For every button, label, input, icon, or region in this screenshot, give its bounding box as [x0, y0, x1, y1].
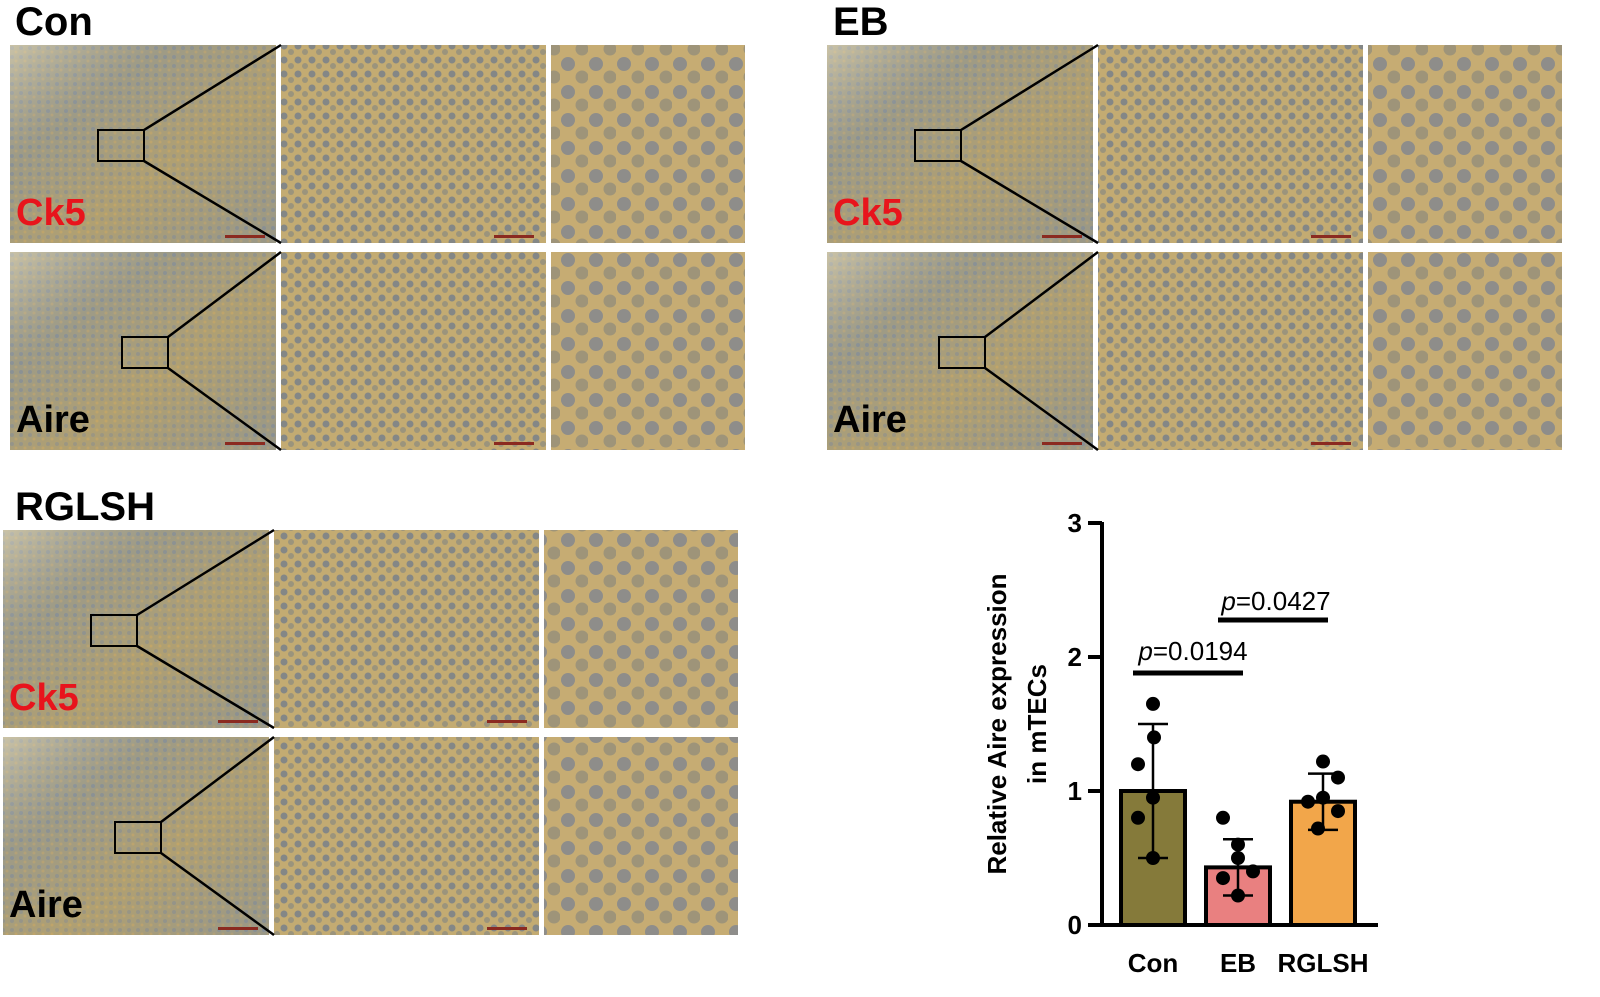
zoom-image — [281, 252, 546, 450]
scale-bar — [1311, 442, 1351, 445]
data-point — [1146, 851, 1160, 865]
detail-image — [544, 530, 738, 728]
zoom-line — [960, 159, 1099, 245]
y-tick-label: 3 — [1068, 508, 1082, 538]
bar-chart: 0 1 2 3 Relative Aire expression in mTECs Con E… — [982, 508, 1378, 978]
data-point — [1216, 871, 1230, 886]
zoom-image — [274, 737, 539, 935]
stain-label: Aire — [833, 399, 907, 441]
data-point — [1216, 810, 1230, 825]
zoom-line — [143, 159, 282, 245]
zoom-line — [984, 366, 1099, 452]
zoom-image — [281, 45, 546, 243]
scale-bar — [494, 442, 534, 445]
data-point — [1231, 851, 1245, 865]
detail-image — [551, 45, 745, 243]
scale-bar — [487, 720, 527, 723]
zoom-image — [1098, 252, 1363, 450]
panel-title: EB — [833, 0, 889, 44]
data-point — [1131, 810, 1145, 825]
zoom-line — [167, 251, 282, 338]
scale-bar — [218, 927, 258, 930]
scale-bar — [1042, 442, 1082, 445]
micrograph-panels: Con Ck5 Aire EB Ck5 Aire RGLSH Ck5 Aire — [3, 0, 1562, 937]
data-point — [1246, 864, 1260, 879]
zoom-box — [90, 614, 138, 647]
zoom-line — [160, 736, 275, 823]
data-point — [1301, 794, 1315, 809]
detail-image — [551, 252, 745, 450]
y-axis-label: Relative Aire expression — [982, 573, 1012, 874]
p-value: p=0.0427 — [1220, 586, 1330, 616]
data-point — [1331, 770, 1345, 785]
zoom-box — [97, 129, 145, 162]
y-tick-label: 1 — [1068, 776, 1082, 806]
zoom-box — [114, 821, 162, 854]
stain-label: Aire — [9, 884, 83, 926]
scale-bar — [1311, 235, 1351, 238]
data-point — [1147, 730, 1161, 745]
scale-bar — [225, 442, 265, 445]
zoom-line — [960, 43, 1099, 132]
scale-bar — [494, 235, 534, 238]
scale-bar — [225, 235, 265, 238]
zoom-line — [136, 528, 275, 617]
panel-title: Con — [15, 0, 93, 44]
data-point — [1316, 754, 1330, 769]
data-point — [1131, 757, 1145, 772]
zoom-image — [1098, 45, 1363, 243]
zoom-line — [160, 851, 275, 937]
detail-image — [1368, 252, 1562, 450]
data-point — [1146, 696, 1160, 711]
x-tick-label: Con — [1128, 948, 1179, 978]
scale-bar — [487, 927, 527, 930]
zoom-line — [167, 366, 282, 452]
detail-image — [544, 737, 738, 935]
y-axis-label: in mTECs — [1022, 664, 1052, 784]
detail-image — [1368, 45, 1562, 243]
zoom-line — [984, 251, 1099, 338]
y-tick-label: 0 — [1068, 910, 1082, 940]
data-point — [1146, 790, 1160, 805]
stain-label: Aire — [16, 399, 90, 441]
overview-shade — [10, 252, 276, 450]
stain-label: Ck5 — [833, 192, 903, 234]
data-point — [1231, 888, 1245, 903]
data-point — [1231, 837, 1245, 852]
scale-bar — [1042, 235, 1082, 238]
data-point — [1331, 804, 1345, 819]
zoom-box — [121, 336, 169, 369]
stain-label: Ck5 — [9, 677, 79, 719]
zoom-line — [143, 43, 282, 132]
zoom-box — [914, 129, 962, 162]
zoom-image — [274, 530, 539, 728]
overview-shade — [3, 737, 269, 935]
data-point — [1316, 790, 1330, 805]
y-tick-label: 2 — [1068, 642, 1082, 672]
zoom-line — [136, 644, 275, 730]
x-tick-label: EB — [1220, 948, 1256, 978]
panel-title: RGLSH — [15, 485, 155, 529]
stain-label: Ck5 — [16, 192, 86, 234]
overview-shade — [827, 252, 1093, 450]
data-point — [1311, 821, 1325, 836]
p-value: p=0.0194 — [1137, 636, 1247, 666]
zoom-box — [938, 336, 986, 369]
x-tick-label: RGLSH — [1278, 948, 1369, 978]
scale-bar — [218, 720, 258, 723]
